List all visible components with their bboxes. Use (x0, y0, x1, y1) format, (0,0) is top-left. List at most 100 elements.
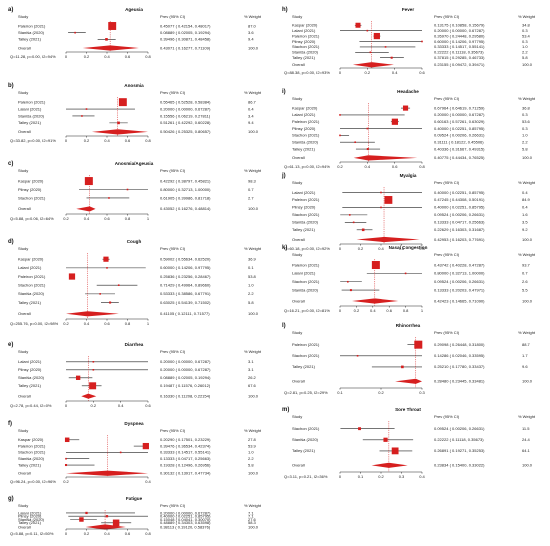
panel-12-header-study: Study (292, 330, 302, 335)
panel-13-header-study: Study (292, 414, 302, 419)
panel-1-overall-ci: 0.43071 ( 0.16277, 0.71109) (160, 45, 211, 50)
panel-9-study-weight: 0.3 (522, 126, 528, 131)
panel-10-study-marker (348, 214, 351, 216)
panel-5-study-name: Talley (2021) (18, 383, 42, 388)
panel-4-study-ci: 0.59002 ( 0.55634, 0.62520) (160, 257, 211, 262)
panel-10-study-weight: 0.4 (522, 205, 528, 210)
panel-7-study-weight: 27.6 (248, 517, 257, 522)
panel-6-overall-diamond (66, 470, 148, 476)
panel-6-study-weight: 53.9 (248, 443, 257, 448)
panel-3-x-tick-label: 0.6 (104, 216, 110, 221)
panel-11-x-tick-label: 0.2 (354, 308, 360, 313)
panel-7-study-name: Plinsy (2020) (18, 514, 42, 519)
panel-10-x-tick-label: 0.6 (399, 246, 405, 251)
panel-4-study-marker (99, 293, 101, 295)
panel-13-study-ci: 0.09524 ( 0.00206, 0.26631) (434, 426, 485, 431)
panel-4-overall-diamond (66, 311, 119, 317)
panel-2-study-ci: 0.20000 ( 0.00000, 0.67287) (160, 106, 211, 111)
panel-13-study-ci: 0.22222 ( 0.11118, 0.35673) (434, 437, 484, 442)
panel-9-x-tick-label: 0.4 (365, 164, 371, 169)
panel-7-study-weight: 58.3 (248, 520, 257, 525)
panel-9-x-tick-label: 0.6 (392, 164, 398, 169)
panel-8-study-ci: 0.26970 ( 0.24448, 0.29580) (434, 33, 485, 38)
panel-6-study-ci: 0.20290 ( 0.17501, 0.23229) (160, 437, 211, 442)
panel-10-study-ci: 0.22629 ( 0.16303, 0.31687) (434, 227, 485, 232)
panel-10-heterogeneity: Q=60.18, p=0.00, I2=92% (284, 246, 330, 251)
panel-5-study-marker (92, 361, 95, 363)
panel-9-study-weight: 1.0 (522, 133, 528, 138)
panel-4-x-tick-label: 0.2 (63, 321, 69, 326)
panel-10-overall-weight: 100.0 (522, 237, 533, 242)
panel-12-x-tick-label: 0.2 (378, 390, 384, 395)
panel-4-x-tick-label: 0.6 (104, 321, 110, 326)
panel-2-header-weight: % Weight (244, 90, 262, 95)
panel-6-title: Dyspnea (124, 421, 144, 426)
panel-2-title: Anosmia (124, 83, 144, 88)
panel-11-x-tick-label: 0.8 (403, 308, 409, 313)
panel-11-study-weight: 2.6 (522, 279, 528, 284)
panel-2-study-weight: 0.4 (248, 106, 254, 111)
panel-10-overall-ci: 0.42953 ( 0.16203, 0.77691) (434, 237, 485, 242)
panel-2-x-tick-label: 0 (65, 138, 68, 143)
panel-4-header-weight: % Weight (244, 246, 262, 251)
panel-9-study-marker (339, 134, 341, 137)
panel-10-study-weight: 3.5 (522, 220, 528, 225)
panel-7-study-marker (112, 519, 120, 527)
panel-6-x-tick-label: 0.4 (145, 479, 151, 484)
panel-11-study-ci: 0.43742 ( 0.40228, 0.47287) (434, 262, 485, 267)
panel-10-study-name: Talley (2021) (292, 227, 316, 232)
panel-5-study-name: Staniša (2020) (18, 375, 45, 380)
panel-10-x-tick-label: 0.8 (419, 246, 425, 251)
panel-10-study-ci: 0.47245 ( 0.44308, 0.50191) (434, 197, 485, 202)
panel-6-overall-weight: 100.0 (248, 471, 259, 476)
panel-13-study-name: Staniša (2020) (292, 437, 319, 442)
panel-9-study-weight: 36.8 (522, 105, 531, 110)
panel-5-study-weight: 67.6 (248, 383, 257, 388)
panel-2-study-marker (81, 115, 83, 117)
panel-9-letter: i) (282, 89, 286, 95)
panel-4-study-name: Stachon (2021) (18, 283, 46, 288)
panel-12-header-weight: % Weight (518, 330, 536, 335)
panel-8-study-weight: 5.8 (522, 55, 528, 60)
panel-4-study-name: Paleiron (2021) (18, 274, 46, 279)
panel-4-study-marker (68, 273, 76, 280)
panel-6-header-weight: % Weight (244, 428, 262, 433)
panel-12-study-marker (356, 354, 359, 357)
panel-13-study-marker (358, 427, 361, 431)
panel-13-study-name: Talley (2021) (292, 448, 316, 453)
panel-2-study-marker (117, 121, 120, 125)
panel-10-study-marker (380, 206, 382, 209)
panel-13-study-ci: 0.26891 ( 0.19271, 0.35253) (434, 448, 485, 453)
panel-7-overall-ci: 0.38113 ( 0.19120, 0.58376) (160, 524, 211, 529)
panel-2-header-study: Study (18, 90, 28, 95)
panel-2-study-name: Lalani (2021) (18, 106, 42, 111)
panel-5-study-ci: 0.20000 ( 0.00000, 0.67287) (160, 359, 211, 364)
panel-8-header-study: Study (292, 14, 302, 19)
panel-1-study-name: Talley (2021) (18, 37, 42, 42)
panel-13-overall-label: Overall (292, 463, 305, 468)
panel-5-header-ci: Prev (95% CI) (160, 349, 186, 354)
panel-8-x-tick-label: 0.6 (419, 70, 425, 75)
panel-7-overall-label: Overall (18, 524, 31, 529)
panel-6-heterogeneity: Q=96.24, p=0.00, I2=96% (10, 479, 56, 484)
panel-9-study-name: Staniša (2020) (292, 140, 319, 145)
panel-11-study-ci: 0.09524 ( 0.00206, 0.26631) (434, 279, 485, 284)
panel-9-study-ci: 0.67964 ( 0.64619, 0.71259) (434, 105, 485, 110)
panel-1-x-tick-label: 0 (65, 54, 68, 59)
panel-7-title: Fatigue (126, 496, 143, 501)
panel-6-header-ci: Prev (95% CI) (160, 428, 186, 433)
panel-13-overall-weight: 100.0 (522, 463, 533, 468)
panel-9-x-tick-label: 0.8 (419, 164, 425, 169)
panel-8-study-ci: 0.22222 ( 0.11118, 0.35673) (434, 50, 484, 55)
panel-6-header-study: Study (18, 428, 28, 433)
panel-8-study-ci: 0.13175 ( 0.10858, 0.15679) (434, 23, 485, 28)
panel-11-study-marker (404, 272, 407, 275)
panel-12-study-ci: 0.25210 ( 0.17780, 0.33437) (434, 364, 485, 369)
panel-8-study-name: Kaspar (2020) (292, 23, 318, 28)
panel-6-study-weight: 1.0 (248, 450, 254, 455)
panel-12-study-name: Talley (2021) (292, 364, 316, 369)
panel-7-study-name: Staniša (2020) (18, 517, 45, 522)
panel-8-letter: h) (282, 7, 288, 13)
panel-7-x-tick-label: 0.8 (145, 531, 151, 536)
panel-9-study-ci: 0.60163 ( 0.57261, 0.63029) (434, 119, 485, 124)
